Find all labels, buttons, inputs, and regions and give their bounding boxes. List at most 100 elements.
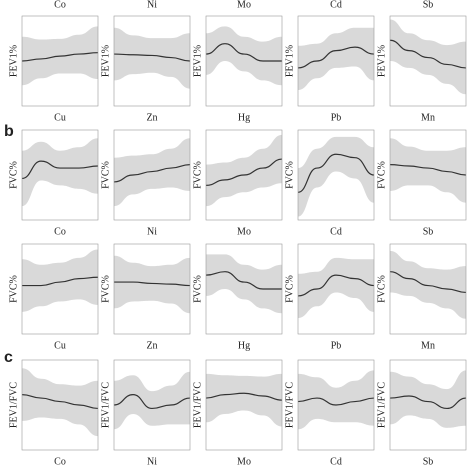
line <box>389 164 467 176</box>
axes-frame <box>205 15 283 107</box>
axes-frame <box>21 15 99 107</box>
panel-label: b <box>4 123 14 140</box>
ci-band <box>114 371 190 430</box>
ci-band <box>114 27 190 89</box>
ci-band <box>206 373 282 427</box>
x-axis-label: Hg <box>238 112 250 123</box>
x-axis-label: Pb <box>331 340 342 351</box>
y-axis-label: FVC% <box>192 275 203 303</box>
axes-frame <box>389 359 467 451</box>
line <box>297 153 375 193</box>
x-axis-label: Co <box>54 226 66 237</box>
ci-band <box>22 368 98 437</box>
axes-frame <box>297 359 375 451</box>
x-axis-label: Sb <box>423 456 434 467</box>
line <box>205 158 283 186</box>
y-axis-label: FVC% <box>100 275 111 303</box>
y-axis-label: FEV1/FVC <box>8 382 19 428</box>
line <box>113 53 191 62</box>
y-axis-label: FVC% <box>100 161 111 189</box>
y-axis-label: FVC% <box>8 275 19 303</box>
ci-band <box>298 257 374 319</box>
x-axis-label: Ni <box>147 226 157 237</box>
axes-frame <box>297 15 375 107</box>
line <box>113 394 191 410</box>
ci-band <box>206 254 282 314</box>
ci-band <box>22 138 98 207</box>
axes-frame <box>113 15 191 107</box>
y-axis-label: FVC% <box>376 161 387 189</box>
ci-band <box>114 255 190 314</box>
axes-frame <box>21 359 99 451</box>
line <box>297 274 375 297</box>
line <box>389 39 467 69</box>
x-axis-label: Zn <box>146 340 157 351</box>
y-axis-label: FEV1% <box>8 45 19 77</box>
x-axis-label: Cd <box>330 0 342 10</box>
x-axis-label: Pb <box>331 112 342 123</box>
y-axis-label: FVC% <box>376 275 387 303</box>
axes-frame <box>205 129 283 221</box>
axes-frame <box>113 129 191 221</box>
ci-band <box>298 370 374 430</box>
x-axis-label: Co <box>54 0 66 10</box>
axes-frame <box>113 243 191 335</box>
axes-frame <box>389 243 467 335</box>
y-axis-label: FEV1% <box>376 45 387 77</box>
ci-band <box>390 19 466 95</box>
axes-frame <box>389 129 467 221</box>
line <box>21 52 99 62</box>
x-axis-label: Sb <box>423 226 434 237</box>
axes-frame <box>297 243 375 335</box>
line <box>113 164 191 183</box>
y-axis-label: FEV1% <box>100 45 111 77</box>
axes-frame <box>297 129 375 221</box>
x-axis-label: Sb <box>423 0 434 10</box>
x-axis-label: Ni <box>147 456 157 467</box>
axes-frame <box>389 15 467 107</box>
axes-frame <box>21 243 99 335</box>
line <box>389 271 467 294</box>
x-axis-label: Mo <box>237 0 251 10</box>
axes-frame <box>205 359 283 451</box>
ci-band <box>298 136 374 217</box>
y-axis-label: FEV1/FVC <box>376 382 387 428</box>
ci-band <box>206 26 282 86</box>
line <box>113 281 191 287</box>
x-axis-label: Mn <box>421 340 435 351</box>
y-axis-label: FVC% <box>284 275 295 303</box>
line <box>297 46 375 69</box>
y-axis-label: FEV1% <box>192 45 203 77</box>
y-axis-label: FEV1/FVC <box>100 382 111 428</box>
line <box>297 397 375 406</box>
axes-frame <box>21 129 99 221</box>
x-axis-label: Cu <box>54 112 66 123</box>
y-axis-label: FVC% <box>8 161 19 189</box>
panel-label: c <box>4 349 13 366</box>
y-axis-label: FEV1/FVC <box>192 382 203 428</box>
x-axis-label: Zn <box>146 112 157 123</box>
ci-band <box>114 138 190 207</box>
line <box>22 276 99 287</box>
line <box>205 43 282 62</box>
y-axis-label: FVC% <box>284 161 295 189</box>
line <box>205 392 283 401</box>
ci-band <box>298 27 374 91</box>
cut-row <box>22 468 468 474</box>
line <box>21 160 99 180</box>
x-axis-label: Mo <box>237 226 251 237</box>
x-axis-label: Co <box>54 456 66 467</box>
x-axis-label: Ni <box>147 0 157 10</box>
axes-frame <box>205 243 283 335</box>
x-axis-label: Cd <box>330 226 342 237</box>
ci-band <box>390 370 466 428</box>
y-axis-label: FEV1/FVC <box>284 382 295 428</box>
line <box>205 271 282 290</box>
x-axis-label: Mo <box>237 456 251 467</box>
y-axis-label: FEV1% <box>284 45 295 77</box>
ci-band <box>390 138 466 203</box>
line <box>389 395 467 410</box>
y-axis-label: FVC% <box>192 161 203 189</box>
x-axis-label: Mn <box>421 112 435 123</box>
